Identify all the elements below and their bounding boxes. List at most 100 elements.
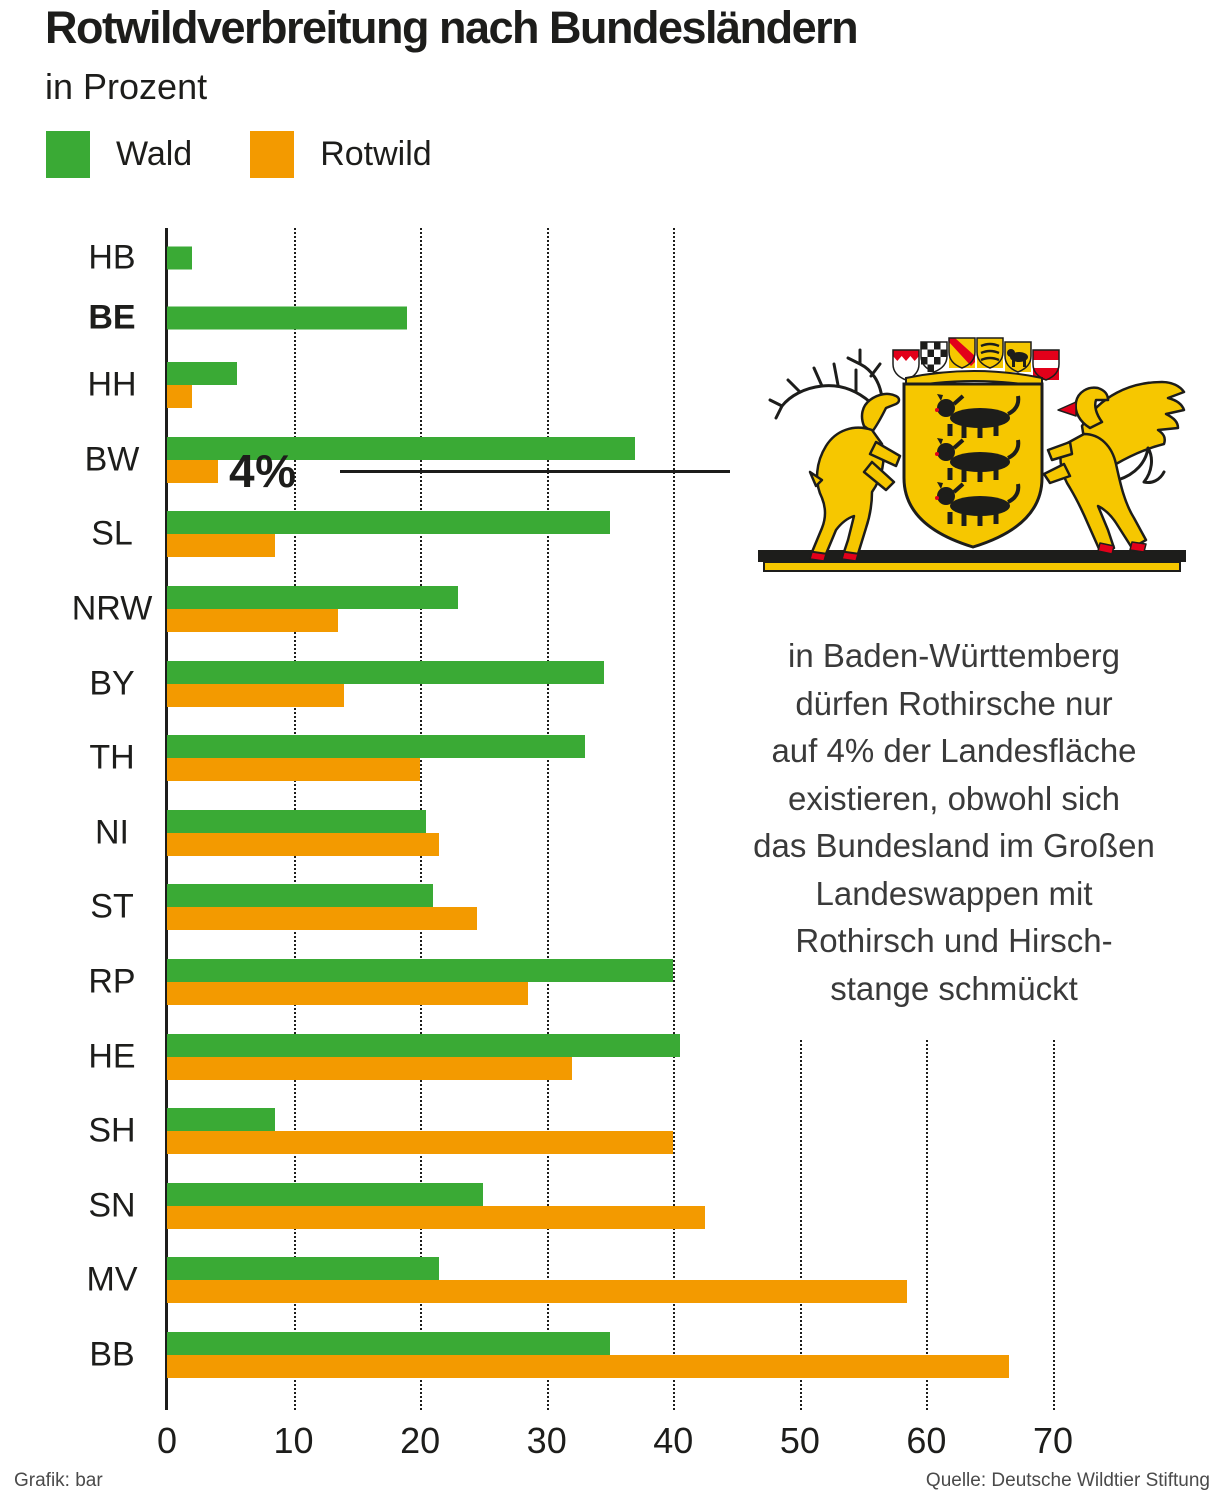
bar-group <box>167 586 1053 633</box>
chart-row: SL <box>91 497 1053 572</box>
source: Quelle: Deutsche Wildtier Stiftung <box>925 1470 1210 1491</box>
bar-rotwild <box>167 758 421 782</box>
side-note-line: das Bundesland im Großen <box>753 827 1155 864</box>
credit: Grafik: bar <box>14 1470 103 1491</box>
legend: Wald Rotwild <box>46 131 432 178</box>
chart-row: BB <box>89 1318 1053 1393</box>
bar-wald <box>167 511 610 535</box>
bar-group <box>167 660 1053 707</box>
category-label: SL <box>91 514 133 553</box>
gridline <box>673 228 676 1410</box>
bar-rotwild <box>167 1355 1009 1379</box>
gridline <box>799 1040 802 1410</box>
x-tick-label: 10 <box>273 1420 314 1461</box>
bar-wald <box>167 1108 275 1132</box>
bar-group <box>167 246 1053 270</box>
chart-row: HB <box>88 228 1053 288</box>
bar-wald <box>167 362 237 386</box>
bar-group <box>167 1332 1053 1379</box>
category-label: BY <box>89 664 135 703</box>
category-label: SH <box>88 1111 136 1150</box>
bar-wald <box>167 1182 484 1206</box>
side-note-line: Landeswappen mit <box>815 874 1093 912</box>
bar-wald <box>167 660 604 684</box>
legend-label: Rotwild <box>320 135 432 173</box>
bar-rotwild <box>167 1280 908 1304</box>
page-title: Rotwildverbreitung nach Bundesländern <box>45 2 859 53</box>
category-label: NRW <box>71 589 153 628</box>
coat-of-arms-icon <box>758 337 1186 572</box>
bar-group <box>167 809 1053 856</box>
chart-row: MV <box>87 1243 1053 1318</box>
chart-row: NRW <box>72 572 1053 647</box>
gridline <box>546 228 549 1410</box>
bar-wald <box>167 1033 680 1057</box>
bar-group <box>167 959 1053 1006</box>
category-label: TH <box>89 738 135 777</box>
bar-wald <box>167 809 427 833</box>
category-label: RP <box>88 962 136 1001</box>
legend-label: Wald <box>116 135 193 173</box>
category-label: HB <box>88 238 136 277</box>
bar-wald <box>167 246 193 270</box>
category-label: NI <box>95 813 129 852</box>
bar-group <box>167 306 1053 330</box>
category-label: SN <box>88 1186 136 1225</box>
chart-row: BY <box>89 646 1053 721</box>
bar-rotwild <box>167 459 218 483</box>
legend-item: Wald <box>46 131 192 178</box>
x-axis: 0 10 20 30 40 50 60 70 <box>157 1420 1073 1466</box>
chart-row: SN <box>88 1169 1053 1244</box>
bar-wald <box>167 959 674 983</box>
antlers-icon <box>768 348 884 420</box>
category-label: HE <box>88 1037 136 1076</box>
bar-rotwild <box>167 832 440 856</box>
coat-of-arms-baden-wuerttemberg <box>752 330 1196 580</box>
bar-rotwild <box>167 534 275 558</box>
lion-icon <box>935 394 1021 438</box>
category-label: BB <box>89 1335 135 1374</box>
gridline <box>1053 1040 1055 1410</box>
callout-label: 4% <box>229 445 297 498</box>
lion-icon <box>935 438 1021 482</box>
griffin-supporter-icon <box>1042 380 1186 555</box>
category-label: BE <box>88 298 136 337</box>
bar-wald <box>167 1257 440 1281</box>
gridline <box>926 1040 929 1410</box>
chart-row: RP <box>88 945 1053 1020</box>
bar-group <box>167 884 1053 931</box>
category-label: MV <box>86 1260 138 1299</box>
side-note-line: stange schmückt <box>830 969 1078 1007</box>
side-note-line: auf 4% der Landesfläche <box>771 732 1137 769</box>
crest-shields-icon <box>892 337 1060 389</box>
bar-wald <box>167 884 433 908</box>
chart-row: HH <box>87 348 1053 423</box>
bar-rotwild <box>167 982 528 1006</box>
bar-group <box>167 1257 1053 1304</box>
bar-wald <box>167 306 408 330</box>
bar-group <box>167 511 1053 558</box>
side-note-line: Rothirsch und Hirsch- <box>795 922 1113 959</box>
x-tick-label: 30 <box>526 1420 567 1461</box>
bar-chart: HB BE HH BW 4% SL NRW BY TH NI ST RP HE SH SN MV BB <box>72 228 1055 1410</box>
legend-item: Rotwild <box>250 131 432 178</box>
stag-supporter-icon <box>768 348 902 562</box>
x-tick-label: 50 <box>779 1420 820 1461</box>
x-tick-label: 70 <box>1032 1420 1074 1461</box>
pedestal <box>758 550 1186 572</box>
bar-rotwild <box>167 1131 674 1155</box>
lion-icon <box>935 482 1021 526</box>
bar-rotwild <box>167 1205 705 1229</box>
chart-row: ST <box>90 870 1053 945</box>
x-tick-label: 0 <box>156 1420 178 1461</box>
bar-group <box>167 1033 1053 1080</box>
bar-wald <box>167 436 636 460</box>
category-label: HH <box>87 365 137 404</box>
bar-rotwild <box>167 1056 573 1080</box>
x-tick-label: 20 <box>400 1420 441 1461</box>
bar-group <box>167 735 1053 782</box>
side-note-line: existieren, obwohl sich <box>788 779 1120 817</box>
chart-row: BE <box>88 288 1053 348</box>
y-axis-line <box>165 228 168 1410</box>
